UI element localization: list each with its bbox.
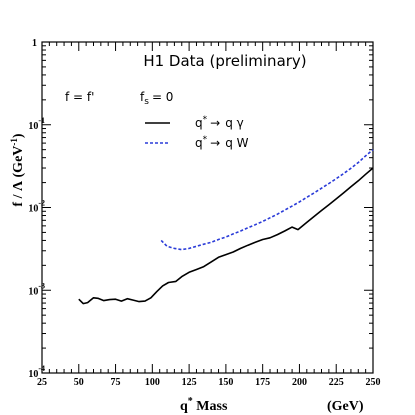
x-tick-label: 175: [255, 377, 270, 388]
annotation-fs-val: = 0: [152, 90, 174, 104]
x-tick-label: 25: [37, 377, 47, 388]
series-layer: [78, 149, 374, 305]
annotation-fs: fs = 0: [140, 90, 173, 107]
x-axis-title: q* Mass: [180, 396, 228, 414]
y-tick-label: 10-4: [28, 364, 45, 380]
x-tick-label: 200: [292, 377, 307, 388]
x-tick-label: 250: [366, 377, 381, 388]
series-line-1: [160, 149, 374, 251]
x-tick-label: 50: [74, 377, 84, 388]
y-tick-label: 10-2: [28, 199, 45, 215]
annotation-f-eq: f = f': [65, 90, 94, 104]
x-axis-unit: (GeV): [327, 399, 364, 414]
x-tick-label: 75: [111, 377, 121, 388]
legend-label-q-gamma: q* → q γ: [195, 115, 244, 130]
y-axis-title: f / Λ (GeV-1): [9, 133, 26, 206]
x-tick-label: 100: [145, 377, 160, 388]
legend: q* → q γ q* → q W: [145, 115, 249, 150]
y-tick-label: 10-1: [28, 116, 45, 132]
x-tick-label: 150: [218, 377, 233, 388]
y-tick-label: 1: [32, 38, 37, 49]
chart-title: H1 Data (preliminary): [143, 52, 306, 70]
y-tick-label: 10-3: [28, 281, 45, 297]
legend-label-q-w: q* → q W: [195, 135, 249, 150]
x-axis: 25 50 75 100 125 150 175 200 225 250: [37, 42, 381, 388]
annotation-fs-f: f: [140, 90, 145, 104]
series-line-0: [78, 167, 374, 305]
x-tick-label: 125: [182, 377, 197, 388]
annotation-fs-sub: s: [144, 97, 149, 107]
x-tick-label: 225: [329, 377, 344, 388]
